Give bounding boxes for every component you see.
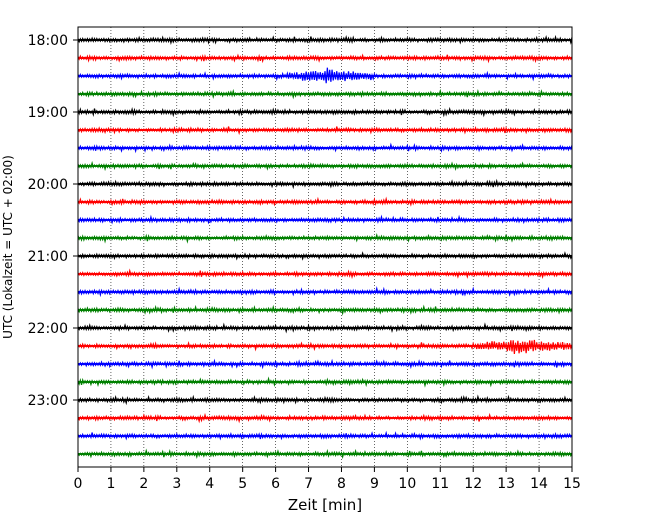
x-axis-label: Zeit [min]	[288, 496, 362, 514]
trace-1830	[77, 67, 573, 84]
x-tick-label-5: 5	[238, 476, 247, 492]
y-axis-ticks: 18:00 19:00 20:00 21:00 22:00 23:00	[28, 33, 78, 409]
x-tick-label-6: 6	[271, 476, 280, 492]
x-tick-label-13: 13	[497, 476, 515, 492]
x-tick-label-2: 2	[139, 476, 148, 492]
trace-2015	[77, 196, 573, 207]
x-tick-label-9: 9	[370, 476, 379, 492]
trace-2100	[77, 251, 573, 261]
y-tick-label-2200: 22:00	[28, 321, 68, 337]
y-tick-label-1800: 18:00	[28, 33, 68, 49]
grid	[110, 27, 540, 467]
x-tick-label-4: 4	[205, 476, 214, 492]
x-tick-label-12: 12	[464, 476, 482, 492]
y-tick-label-2000: 20:00	[28, 177, 68, 193]
x-tick-label-7: 7	[304, 476, 313, 492]
x-tick-label-14: 14	[530, 476, 548, 492]
trace-2145	[77, 304, 573, 316]
x-tick-label-11: 11	[431, 476, 449, 492]
trace-1815	[77, 53, 573, 64]
y-axis-label: UTC (Lokalzeit = UTC + 02:00)	[1, 155, 15, 339]
trace-2215	[77, 339, 573, 354]
trace-2000	[77, 178, 573, 190]
plot-frame	[77, 26, 573, 468]
x-tick-label-15: 15	[563, 476, 581, 492]
x-tick-label-1: 1	[106, 476, 115, 492]
x-axis-ticks: 0 1 2 3 4 5 6 7 8 9 10 11 12 13 14 15	[74, 467, 581, 492]
y-tick-label-1900: 19:00	[28, 105, 68, 121]
x-tick-label-8: 8	[337, 476, 346, 492]
plot-background	[78, 27, 572, 467]
trace-2030	[77, 214, 573, 225]
x-tick-label-10: 10	[398, 476, 416, 492]
x-tick-label-3: 3	[172, 476, 181, 492]
y-tick-label-2100: 21:00	[28, 249, 68, 265]
traces	[77, 34, 573, 460]
trace-2315	[77, 412, 573, 424]
trace-1945	[77, 160, 573, 172]
y-tick-label-2300: 23:00	[28, 393, 68, 409]
x-tick-label-0: 0	[74, 476, 83, 492]
